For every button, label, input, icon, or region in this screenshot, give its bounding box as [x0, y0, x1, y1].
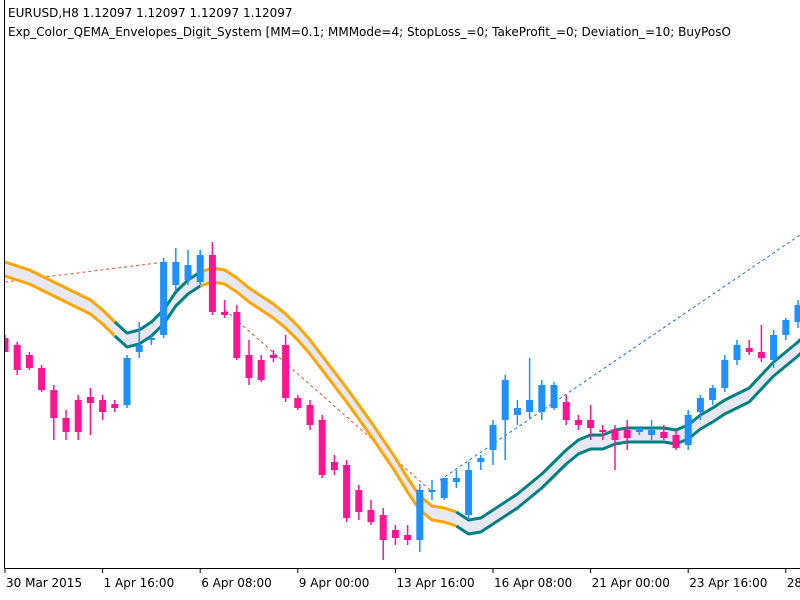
candle-body — [318, 420, 326, 475]
candle-body — [513, 408, 521, 415]
band-lower-line — [5, 274, 116, 338]
candle-body — [648, 430, 656, 435]
x-tick-label: 6 Apr 08:00 — [201, 576, 272, 590]
candle-body — [501, 380, 509, 420]
candle-body — [355, 490, 363, 512]
candle-body — [416, 490, 424, 540]
candle-body — [562, 402, 570, 420]
plot-area — [5, 234, 800, 560]
x-tick-label: 21 Apr 00:00 — [592, 576, 670, 590]
candle-body — [25, 355, 33, 368]
candle-body — [245, 355, 253, 378]
candle-body — [50, 390, 58, 418]
candle-body — [465, 470, 473, 515]
band-fill — [200, 268, 457, 526]
candle-body — [721, 360, 729, 388]
candle-body — [404, 535, 412, 540]
candle-body — [38, 368, 46, 390]
candle-body — [733, 345, 741, 360]
candle-body — [794, 305, 800, 322]
candle-body — [477, 458, 485, 462]
candle-body — [257, 360, 265, 380]
x-tick-label: 30 Mar 2015 — [6, 576, 82, 590]
candle-body — [62, 418, 70, 432]
band-lower-line — [455, 351, 800, 536]
candle-body — [379, 515, 387, 540]
candle-body — [160, 262, 168, 335]
band-upper-line — [113, 270, 202, 335]
candle-body — [13, 345, 21, 370]
candle-body — [233, 312, 241, 358]
candle-body — [208, 255, 216, 312]
candle-body — [294, 398, 302, 408]
candle-body — [550, 385, 558, 408]
candle-body — [172, 262, 180, 285]
candle-body — [745, 348, 753, 352]
band-upper-line — [455, 337, 800, 522]
candle-body — [757, 352, 765, 358]
band-lower-line — [113, 284, 202, 349]
chart-title: EURUSD,H8 1.12097 1.12097 1.12097 1.1209… — [8, 6, 293, 20]
candle-body — [684, 415, 692, 445]
candle-body — [635, 428, 643, 432]
candle-body — [111, 404, 119, 408]
candle-body — [184, 265, 192, 280]
candle-body — [5, 338, 9, 352]
x-tick-label: 13 Apr 16:00 — [396, 576, 474, 590]
candle-body — [269, 355, 277, 358]
candle-body — [86, 397, 94, 403]
band-upper-line — [199, 266, 457, 514]
candle-body — [123, 358, 131, 405]
candle-body — [440, 478, 448, 498]
chart-subtitle: Exp_Color_QEMA_Envelopes_Digit_System [M… — [8, 25, 731, 39]
candle-body — [452, 478, 460, 482]
band-lower-line — [199, 280, 457, 528]
candle-body — [611, 430, 619, 440]
candle-body — [660, 432, 668, 438]
candle-body — [147, 338, 155, 340]
candle-body — [306, 405, 314, 425]
candle-body — [574, 420, 582, 425]
candle-body — [599, 430, 607, 432]
x-tick-label: 23 Apr 16:00 — [689, 576, 767, 590]
candle-body — [343, 465, 351, 518]
x-tick-label: 9 Apr 00:00 — [299, 576, 370, 590]
candle-body — [282, 345, 290, 398]
candle-body — [587, 420, 595, 428]
candle-body — [135, 345, 143, 352]
candle-body — [196, 255, 204, 282]
candle-body — [538, 385, 546, 412]
band-upper-line — [5, 260, 116, 324]
candle-body — [221, 312, 229, 315]
x-tick-label: 1 Apr 16:00 — [104, 576, 175, 590]
candle-body — [696, 398, 704, 412]
candle-body — [623, 430, 631, 438]
candle-body — [99, 400, 107, 412]
candle-body — [74, 400, 82, 432]
candle-body — [782, 320, 790, 335]
candle-body — [330, 462, 338, 470]
candle-body — [391, 530, 399, 538]
candle-body — [770, 335, 778, 360]
candle-body — [489, 425, 497, 450]
candle-body — [428, 490, 436, 492]
candle-body — [367, 510, 375, 522]
trade-line — [439, 234, 800, 481]
candle-body — [526, 400, 534, 412]
candle-body — [709, 388, 717, 400]
x-tick-label: 28 — [787, 576, 800, 590]
candle-body — [672, 435, 680, 448]
x-tick-label: 16 Apr 08:00 — [494, 576, 572, 590]
